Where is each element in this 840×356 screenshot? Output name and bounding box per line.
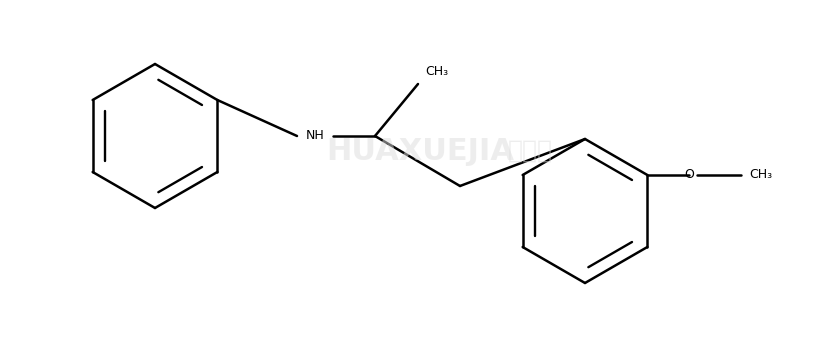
Text: HUAXUEJIA: HUAXUEJIA [326, 136, 514, 166]
Text: O: O [685, 168, 695, 182]
Text: NH: NH [306, 130, 324, 142]
Text: CH₃: CH₃ [425, 65, 448, 78]
Text: 化学加: 化学加 [507, 139, 553, 163]
Text: CH₃: CH₃ [749, 168, 773, 182]
